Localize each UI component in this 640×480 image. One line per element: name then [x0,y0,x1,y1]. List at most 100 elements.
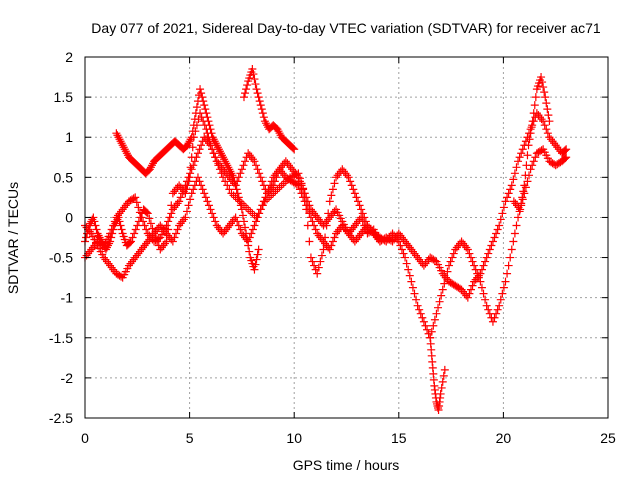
data-point [248,225,257,234]
data-point [516,205,525,214]
data-point [506,185,515,194]
data-point [235,197,244,206]
data-point [375,237,384,246]
data-point [354,233,363,242]
data-point [457,237,466,246]
data-point [520,181,529,190]
series-track-5 [239,65,299,154]
data-point [264,185,273,194]
data-point [178,189,187,198]
data-point [352,219,361,228]
data-point [457,285,466,294]
data-point [368,227,377,236]
data-point [501,197,510,206]
data-point [561,146,570,155]
data-point [241,89,250,98]
data-point [332,229,341,238]
data-point [341,225,350,234]
data-point [101,255,110,264]
data-point [465,289,474,298]
data-point [172,229,181,238]
data-point [410,289,419,298]
data-point [281,157,290,166]
data-point [412,295,421,304]
data-point [427,327,436,336]
data-point [514,213,523,222]
data-point [297,181,306,190]
data-point [186,135,195,144]
data-point [238,211,247,220]
data-point [237,229,246,238]
data-point [434,303,443,312]
data-point [482,253,491,262]
data-point [349,185,358,194]
data-point [383,235,392,244]
data-point [421,321,430,330]
data-point [482,301,491,310]
data-point [199,97,208,106]
data-point [419,317,428,326]
data-point [459,287,468,296]
data-point [290,145,299,154]
data-point [451,245,460,254]
data-point [539,83,548,92]
data-point [477,283,486,292]
data-point [250,221,259,230]
data-point [200,101,209,110]
data-point [179,185,188,194]
y-tick-label: -1 [61,290,74,306]
data-point [460,241,469,250]
data-point [204,201,213,210]
data-point [402,239,411,248]
y-tick-label: 2 [65,49,73,65]
data-point [430,315,439,324]
data-point [332,173,341,182]
y-axis-title: SDTVAR / TECUs [5,182,21,294]
data-point [546,135,555,144]
data-point [132,198,141,207]
data-point [170,233,179,242]
data-point [221,157,230,166]
data-point [187,189,196,198]
data-point [416,309,425,318]
data-point [436,389,445,398]
data-point [167,209,176,218]
data-point [131,193,140,202]
data-point [468,257,477,266]
data-point [159,225,168,234]
data-point [393,235,402,244]
data-point [151,227,160,236]
data-point [220,155,229,164]
data-point [466,285,475,294]
data-point [221,177,230,186]
x-tick-label: 10 [286,430,302,446]
data-point [339,223,348,232]
data-point [438,377,447,386]
data-point [107,263,116,272]
data-point [274,127,283,136]
data-point [185,137,194,146]
data-point [197,89,206,98]
data-point [440,271,449,280]
data-point [350,221,359,230]
data-point [128,257,137,266]
data-layer [81,65,571,414]
y-tick-label: -1.5 [49,330,73,346]
data-point [187,165,196,174]
data-point [520,189,529,198]
data-point [488,317,497,326]
data-point [245,151,254,160]
data-point [423,257,432,266]
data-point [211,153,220,162]
data-point [372,233,381,242]
data-point [118,141,127,150]
data-point [341,169,350,178]
data-point [231,181,240,190]
data-point [237,165,246,174]
data-point [124,261,133,270]
data-point [226,167,235,176]
data-point [413,253,422,262]
data-point [116,221,125,230]
data-point [259,113,268,122]
data-point [244,237,253,246]
